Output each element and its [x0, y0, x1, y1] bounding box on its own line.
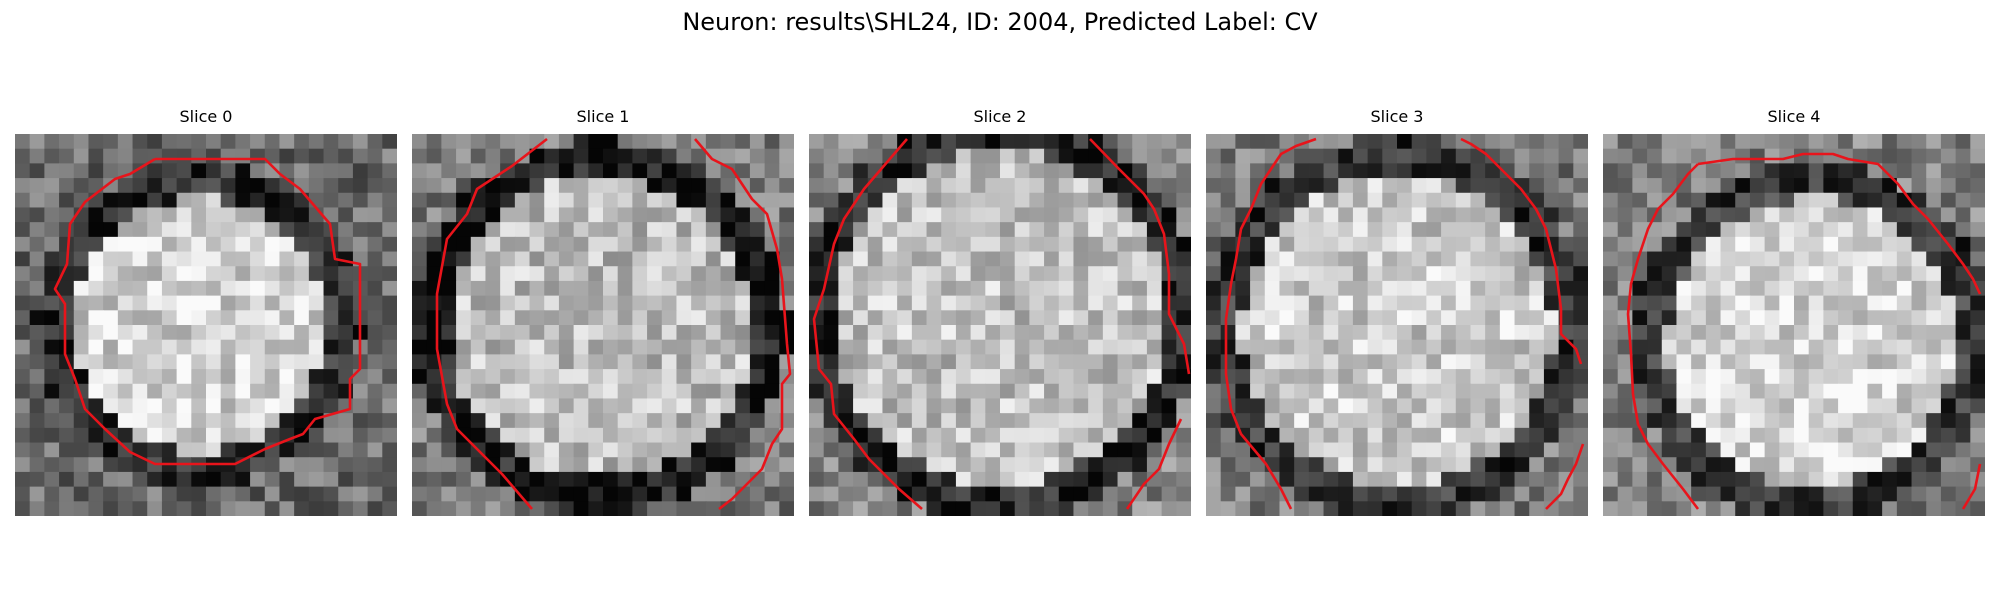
- segmentation-contour: [1626, 163, 1700, 510]
- slice-image-3: [1206, 134, 1588, 516]
- segmentation-contour: [1961, 463, 1982, 510]
- segmentation-contour: [1224, 137, 1317, 510]
- slice-image-1: [412, 134, 794, 516]
- figure-title: Neuron: results\SHL24, ID: 2004, Predict…: [682, 8, 1318, 36]
- slice-panel-0: Slice 0: [15, 106, 397, 516]
- segmentation-contour: [1125, 418, 1183, 510]
- image-tiles: [1603, 134, 1985, 516]
- image-tiles: [15, 134, 397, 516]
- segmentation-contour: [812, 138, 923, 510]
- slice-title-2: Slice 2: [973, 107, 1027, 126]
- slice-image-4: [1603, 134, 1985, 516]
- segmentation-contour: [694, 138, 792, 511]
- slice-title-3: Slice 3: [1370, 107, 1424, 126]
- segmentation-contour: [53, 157, 362, 466]
- segmentation-contour: [1697, 152, 1982, 295]
- slice-panel-1: Slice 1: [412, 106, 794, 516]
- image-tiles: [809, 134, 1191, 516]
- slice-title-0: Slice 0: [179, 107, 233, 126]
- slice-panel-2: Slice 2: [809, 106, 1191, 516]
- segmentation-contour: [1089, 138, 1191, 375]
- slice-image-2: [809, 134, 1191, 516]
- image-tiles: [412, 134, 794, 516]
- segmentation-contour: [1545, 443, 1585, 510]
- slice-panel-3: Slice 3: [1206, 106, 1588, 516]
- segmentation-contour: [1460, 137, 1583, 365]
- image-tiles: [1206, 134, 1588, 516]
- slice-title-4: Slice 4: [1767, 107, 1821, 126]
- slice-image-0: [15, 134, 397, 516]
- slice-title-1: Slice 1: [576, 107, 630, 126]
- slice-panel-4: Slice 4: [1603, 106, 1985, 516]
- segmentation-contour: [435, 137, 548, 510]
